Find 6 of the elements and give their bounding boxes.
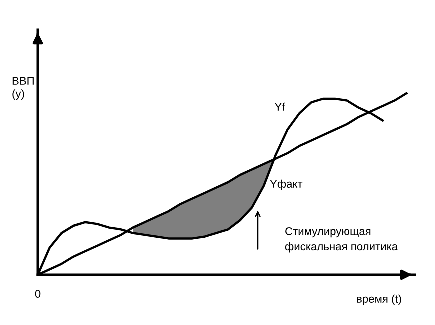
- y-axis-title: ВВП (y): [12, 77, 34, 100]
- text: 0: [35, 290, 41, 298]
- annotation: Стимулирующая фискальная политика: [285, 228, 398, 253]
- annotation: Yфакт: [270, 180, 303, 190]
- annotation: Yf: [274, 102, 286, 111]
- x-axis-title: время (t): [357, 294, 402, 306]
